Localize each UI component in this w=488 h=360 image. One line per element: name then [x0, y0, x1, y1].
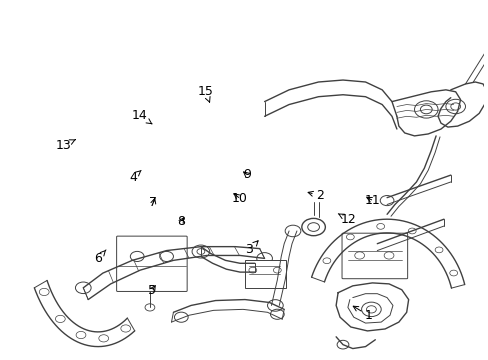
Text: 2: 2	[307, 189, 324, 202]
Text: 13: 13	[55, 139, 75, 152]
Text: 10: 10	[231, 192, 247, 205]
Text: 12: 12	[338, 213, 356, 226]
FancyBboxPatch shape	[117, 236, 187, 292]
FancyBboxPatch shape	[341, 233, 407, 279]
Text: 9: 9	[243, 168, 250, 181]
Text: 5: 5	[148, 284, 156, 297]
Text: 14: 14	[132, 109, 152, 124]
Bar	[244, 260, 285, 288]
Text: 11: 11	[365, 194, 380, 207]
Text: 7: 7	[149, 197, 157, 210]
Text: 15: 15	[197, 85, 213, 102]
Text: 3: 3	[245, 241, 258, 256]
Text: 6: 6	[94, 250, 106, 265]
Text: 4: 4	[129, 170, 141, 184]
Text: 1: 1	[352, 306, 372, 322]
Text: 8: 8	[177, 215, 185, 228]
